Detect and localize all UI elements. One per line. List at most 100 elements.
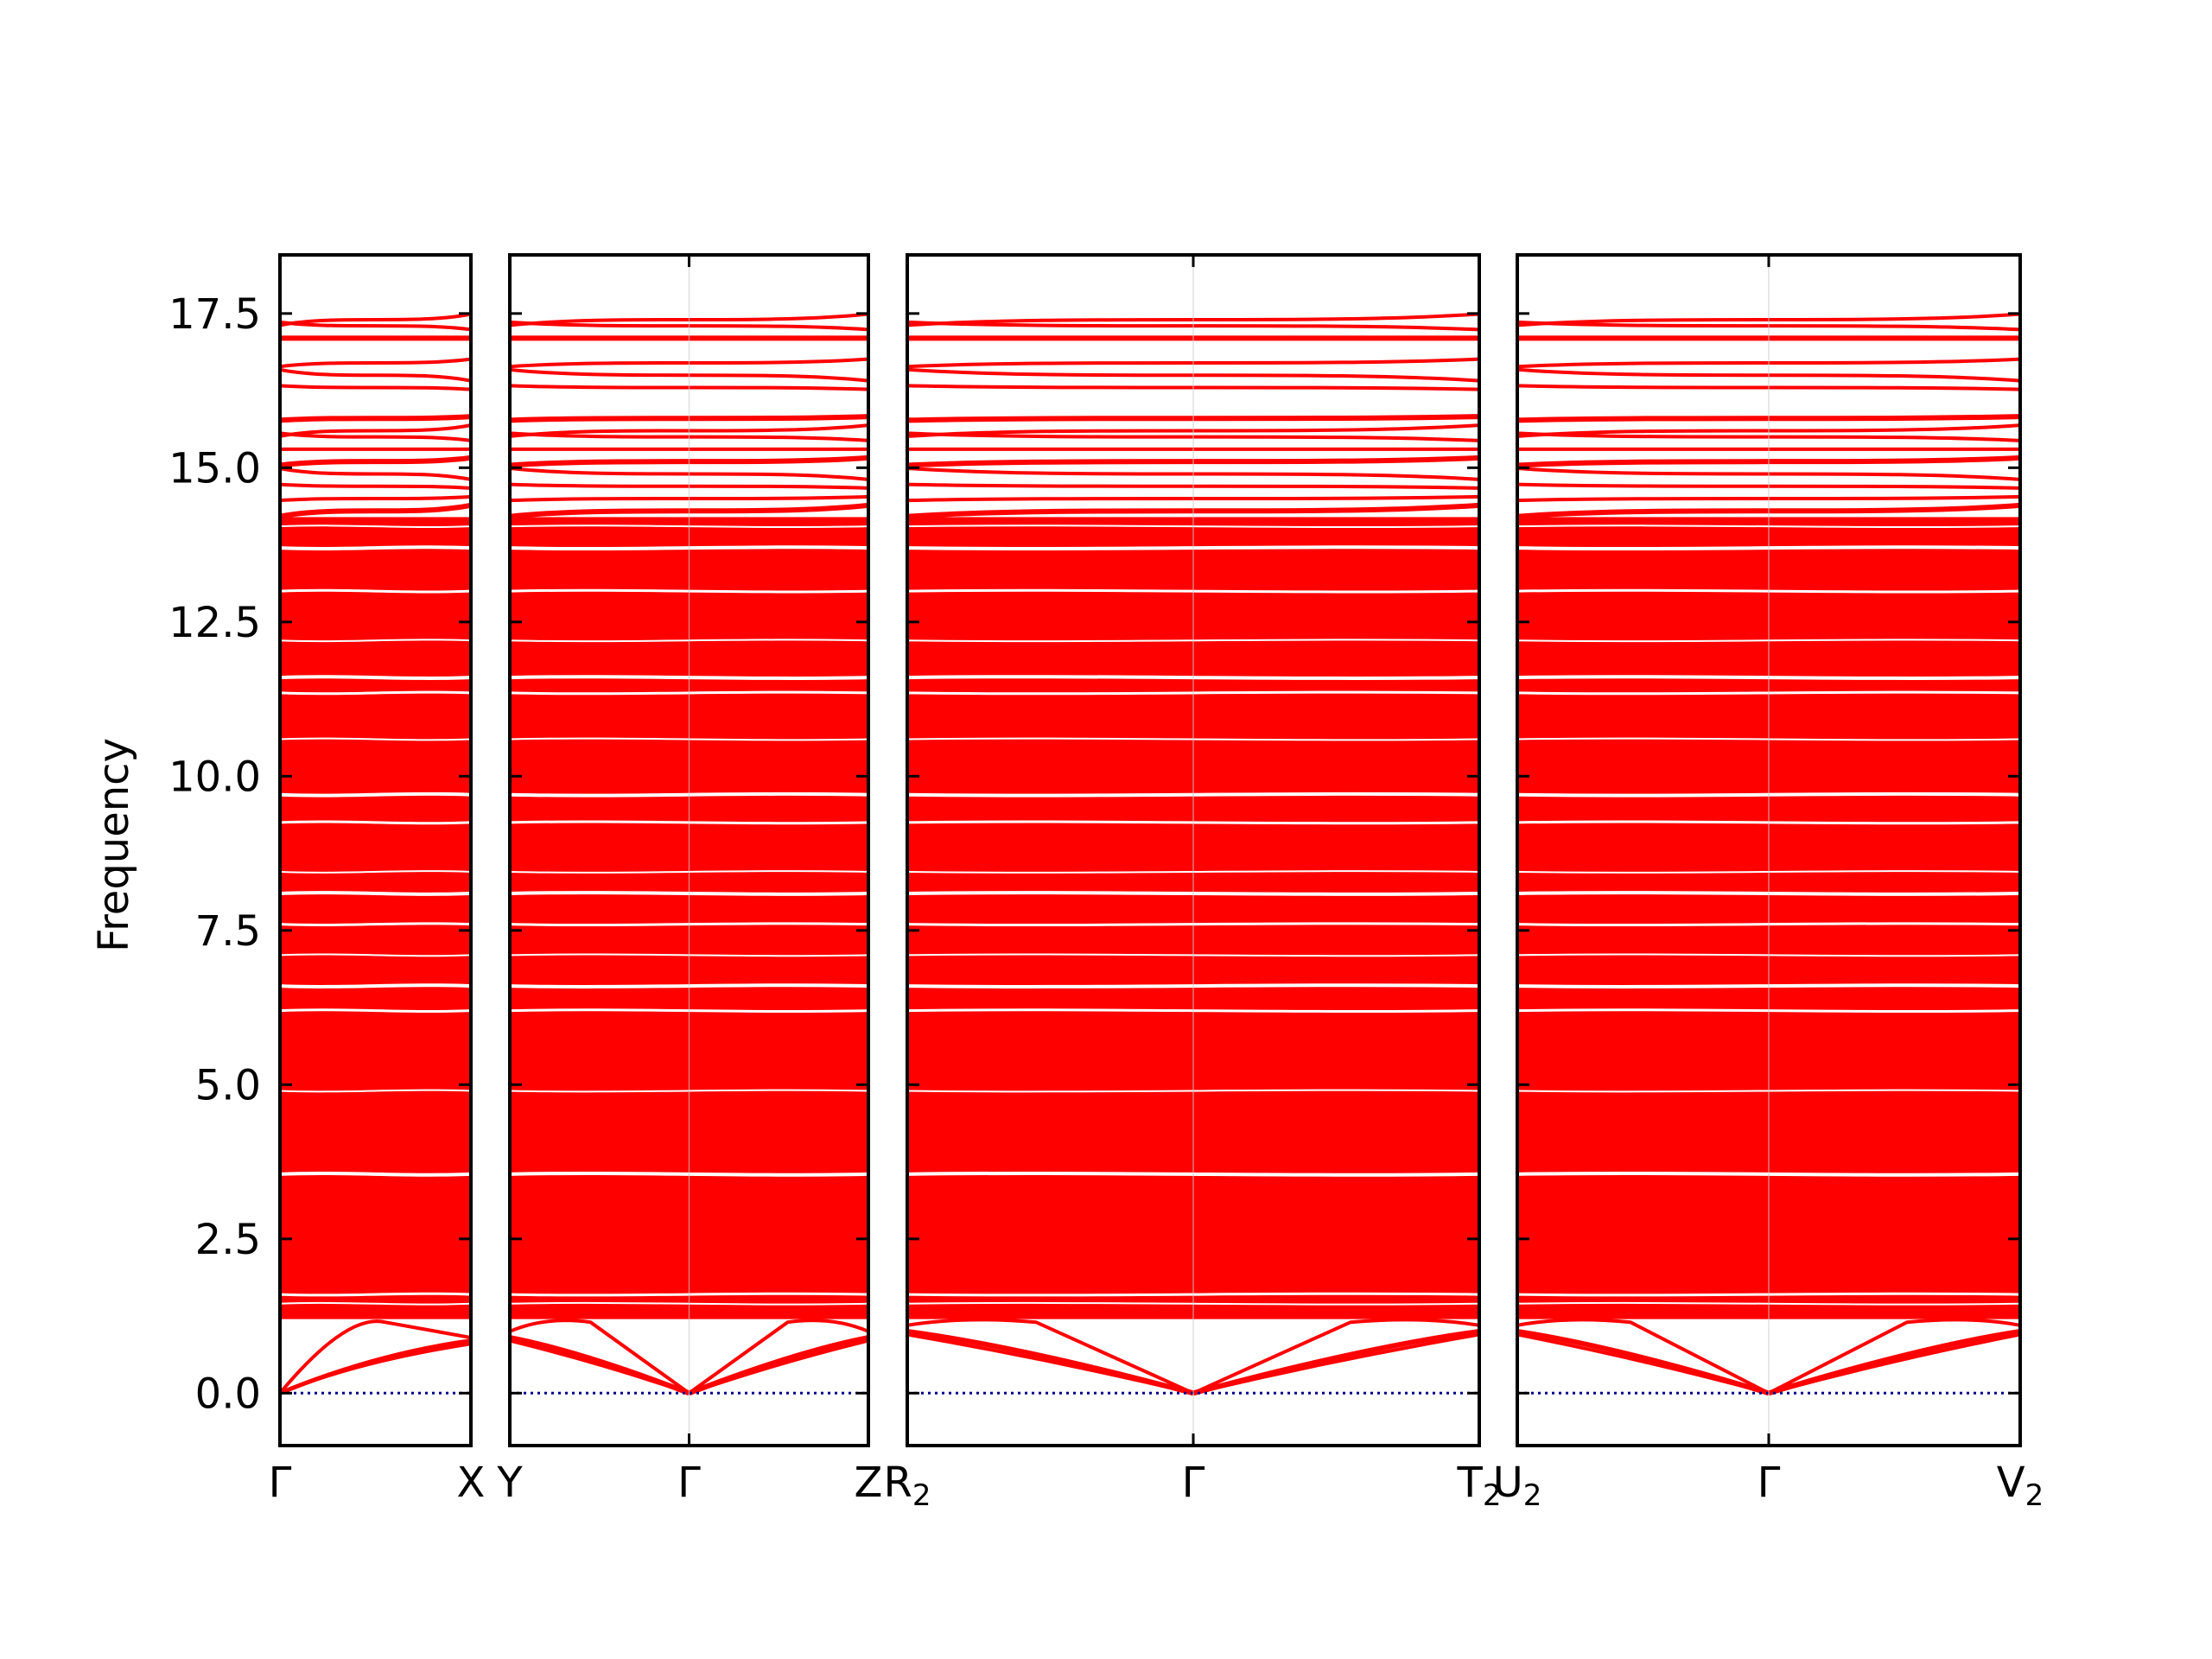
band-gap (907, 1171, 1479, 1177)
band-gap (510, 737, 868, 741)
band-gap (280, 1089, 471, 1093)
band-gap (510, 953, 868, 957)
band-gap (1517, 983, 2020, 988)
acoustic-branch (1768, 1318, 2020, 1395)
band-gap (510, 922, 868, 927)
panel-3: R2 Γ T2 (884, 253, 1502, 1513)
band-gap (280, 690, 471, 696)
phonon-band (280, 384, 471, 391)
x-tick-label: Γ (269, 1459, 292, 1507)
band-gap (1517, 1301, 2020, 1306)
band-gap (510, 983, 868, 988)
band-gap (1517, 1171, 2020, 1177)
band-gap (510, 588, 868, 594)
band-gap (907, 524, 1479, 529)
band-gap (1517, 524, 2020, 529)
x-tick-label: Y (496, 1459, 523, 1507)
x-tick-label: R2 (884, 1459, 931, 1513)
band-gap (510, 870, 868, 874)
phonon-band (280, 367, 471, 383)
y-tick-label: 12.5 (168, 599, 261, 647)
band-gap (280, 588, 471, 594)
band-gap (280, 499, 471, 504)
band-gap (510, 524, 868, 529)
band-gap (280, 922, 471, 927)
band-gap (907, 983, 1479, 988)
band-gap (907, 737, 1479, 741)
band-gap (510, 639, 868, 643)
band-gap (280, 791, 471, 798)
band-gap (510, 407, 868, 411)
band-gap (1517, 820, 2020, 825)
band-gap (280, 983, 471, 988)
band-gap (907, 791, 1479, 798)
y-tick-label: 17.5 (168, 290, 261, 339)
band-gap (1517, 407, 2020, 411)
band-gap (280, 1301, 471, 1306)
phonon-band (280, 502, 471, 519)
x-tick-label: Z (855, 1459, 883, 1507)
band-gap (1517, 1008, 2020, 1014)
panel-2-bands (510, 255, 868, 1446)
band-gap (907, 545, 1479, 551)
band-gap (280, 1171, 471, 1177)
band-gap (510, 465, 868, 471)
x-tick-label: Γ (1182, 1459, 1205, 1507)
acoustic-branch (907, 1318, 1194, 1395)
band-gap (1517, 675, 2020, 680)
x-tick-label: V2 (1997, 1459, 2044, 1513)
band-gap (907, 870, 1479, 874)
y-tick-label: 2.5 (195, 1216, 261, 1264)
band-gap (1517, 588, 2020, 594)
panel-1-bands (280, 312, 471, 1395)
acoustic-branch (1192, 1318, 1479, 1395)
x-tick-label: X (457, 1459, 486, 1507)
x-tick-label: Γ (1758, 1459, 1781, 1507)
band-gap (280, 675, 471, 680)
band-gap (510, 791, 868, 798)
band-gap (907, 1292, 1479, 1297)
band-gap (907, 675, 1479, 680)
band-gap (280, 891, 471, 896)
band-gap (1517, 1089, 2020, 1093)
phonon-band (280, 320, 471, 332)
x-tick-label: T2 (1457, 1459, 1502, 1513)
x-tick-label: U2 (1493, 1459, 1542, 1513)
y-tick-label: 7.5 (195, 907, 261, 956)
panel-3-bands (907, 255, 1479, 1446)
band-gap (907, 953, 1479, 957)
band-gap (280, 524, 471, 529)
band-gap (1517, 1292, 2020, 1297)
band-gap (907, 1008, 1479, 1014)
phonon-band (280, 431, 471, 442)
panel-4: U2 Γ V2 (1493, 253, 2044, 1513)
band-gap (280, 465, 471, 471)
band-gap (280, 737, 471, 741)
band-gap (510, 1292, 868, 1297)
band-gap (510, 1301, 868, 1306)
band-gap (1517, 639, 2020, 643)
y-tick-label: 15.0 (168, 444, 261, 493)
panel-4-bands (1517, 255, 2020, 1446)
acoustic-branch (1768, 1332, 2020, 1395)
phonon-band (280, 454, 471, 468)
band-gap (1517, 370, 2020, 375)
band-gap (907, 690, 1479, 696)
acoustic-branch (1192, 1332, 1479, 1395)
phonon-band (280, 482, 471, 490)
y-tick-label: 0.0 (195, 1370, 261, 1418)
band-gap (280, 870, 471, 874)
phonon-band (280, 414, 471, 423)
band-gap (1517, 465, 2020, 471)
band-gap (510, 675, 868, 680)
band-gap (280, 407, 471, 411)
band-gap (280, 1292, 471, 1297)
band-gap (510, 1089, 868, 1093)
band-gap (1517, 953, 2020, 957)
panel-frame (278, 253, 473, 1447)
phonon-band (280, 494, 471, 503)
